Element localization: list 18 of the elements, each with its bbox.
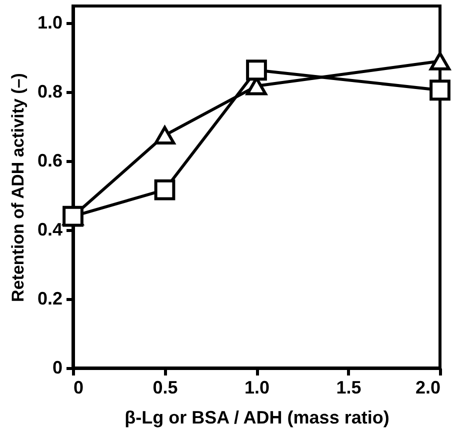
point — [430, 52, 450, 70]
point — [430, 80, 450, 101]
y-tick-label: 0.6 — [37, 150, 62, 171]
y-tick-label: 0.8 — [37, 82, 62, 102]
y-axis-title: Retention of ADH activity (–) — [8, 73, 28, 302]
point — [246, 60, 267, 81]
x-axis-title: β-Lg or BSA / ADH (mass ratio) — [124, 408, 390, 428]
x-tick-label: 2.0 — [415, 378, 440, 398]
point — [154, 179, 176, 200]
x-tick-label: 1.5 — [336, 378, 362, 398]
y-tick-label: 0 — [52, 358, 62, 378]
x-tick-label: 1.0 — [244, 378, 270, 398]
point — [154, 126, 176, 145]
x-tick-label: 0.5 — [152, 378, 178, 398]
y-tick-label: 0.4 — [37, 220, 62, 240]
y-tick-label: 0.2 — [37, 288, 62, 309]
x-tick-label: 0 — [74, 378, 84, 398]
y-tick-label: 1.0 — [37, 12, 62, 33]
